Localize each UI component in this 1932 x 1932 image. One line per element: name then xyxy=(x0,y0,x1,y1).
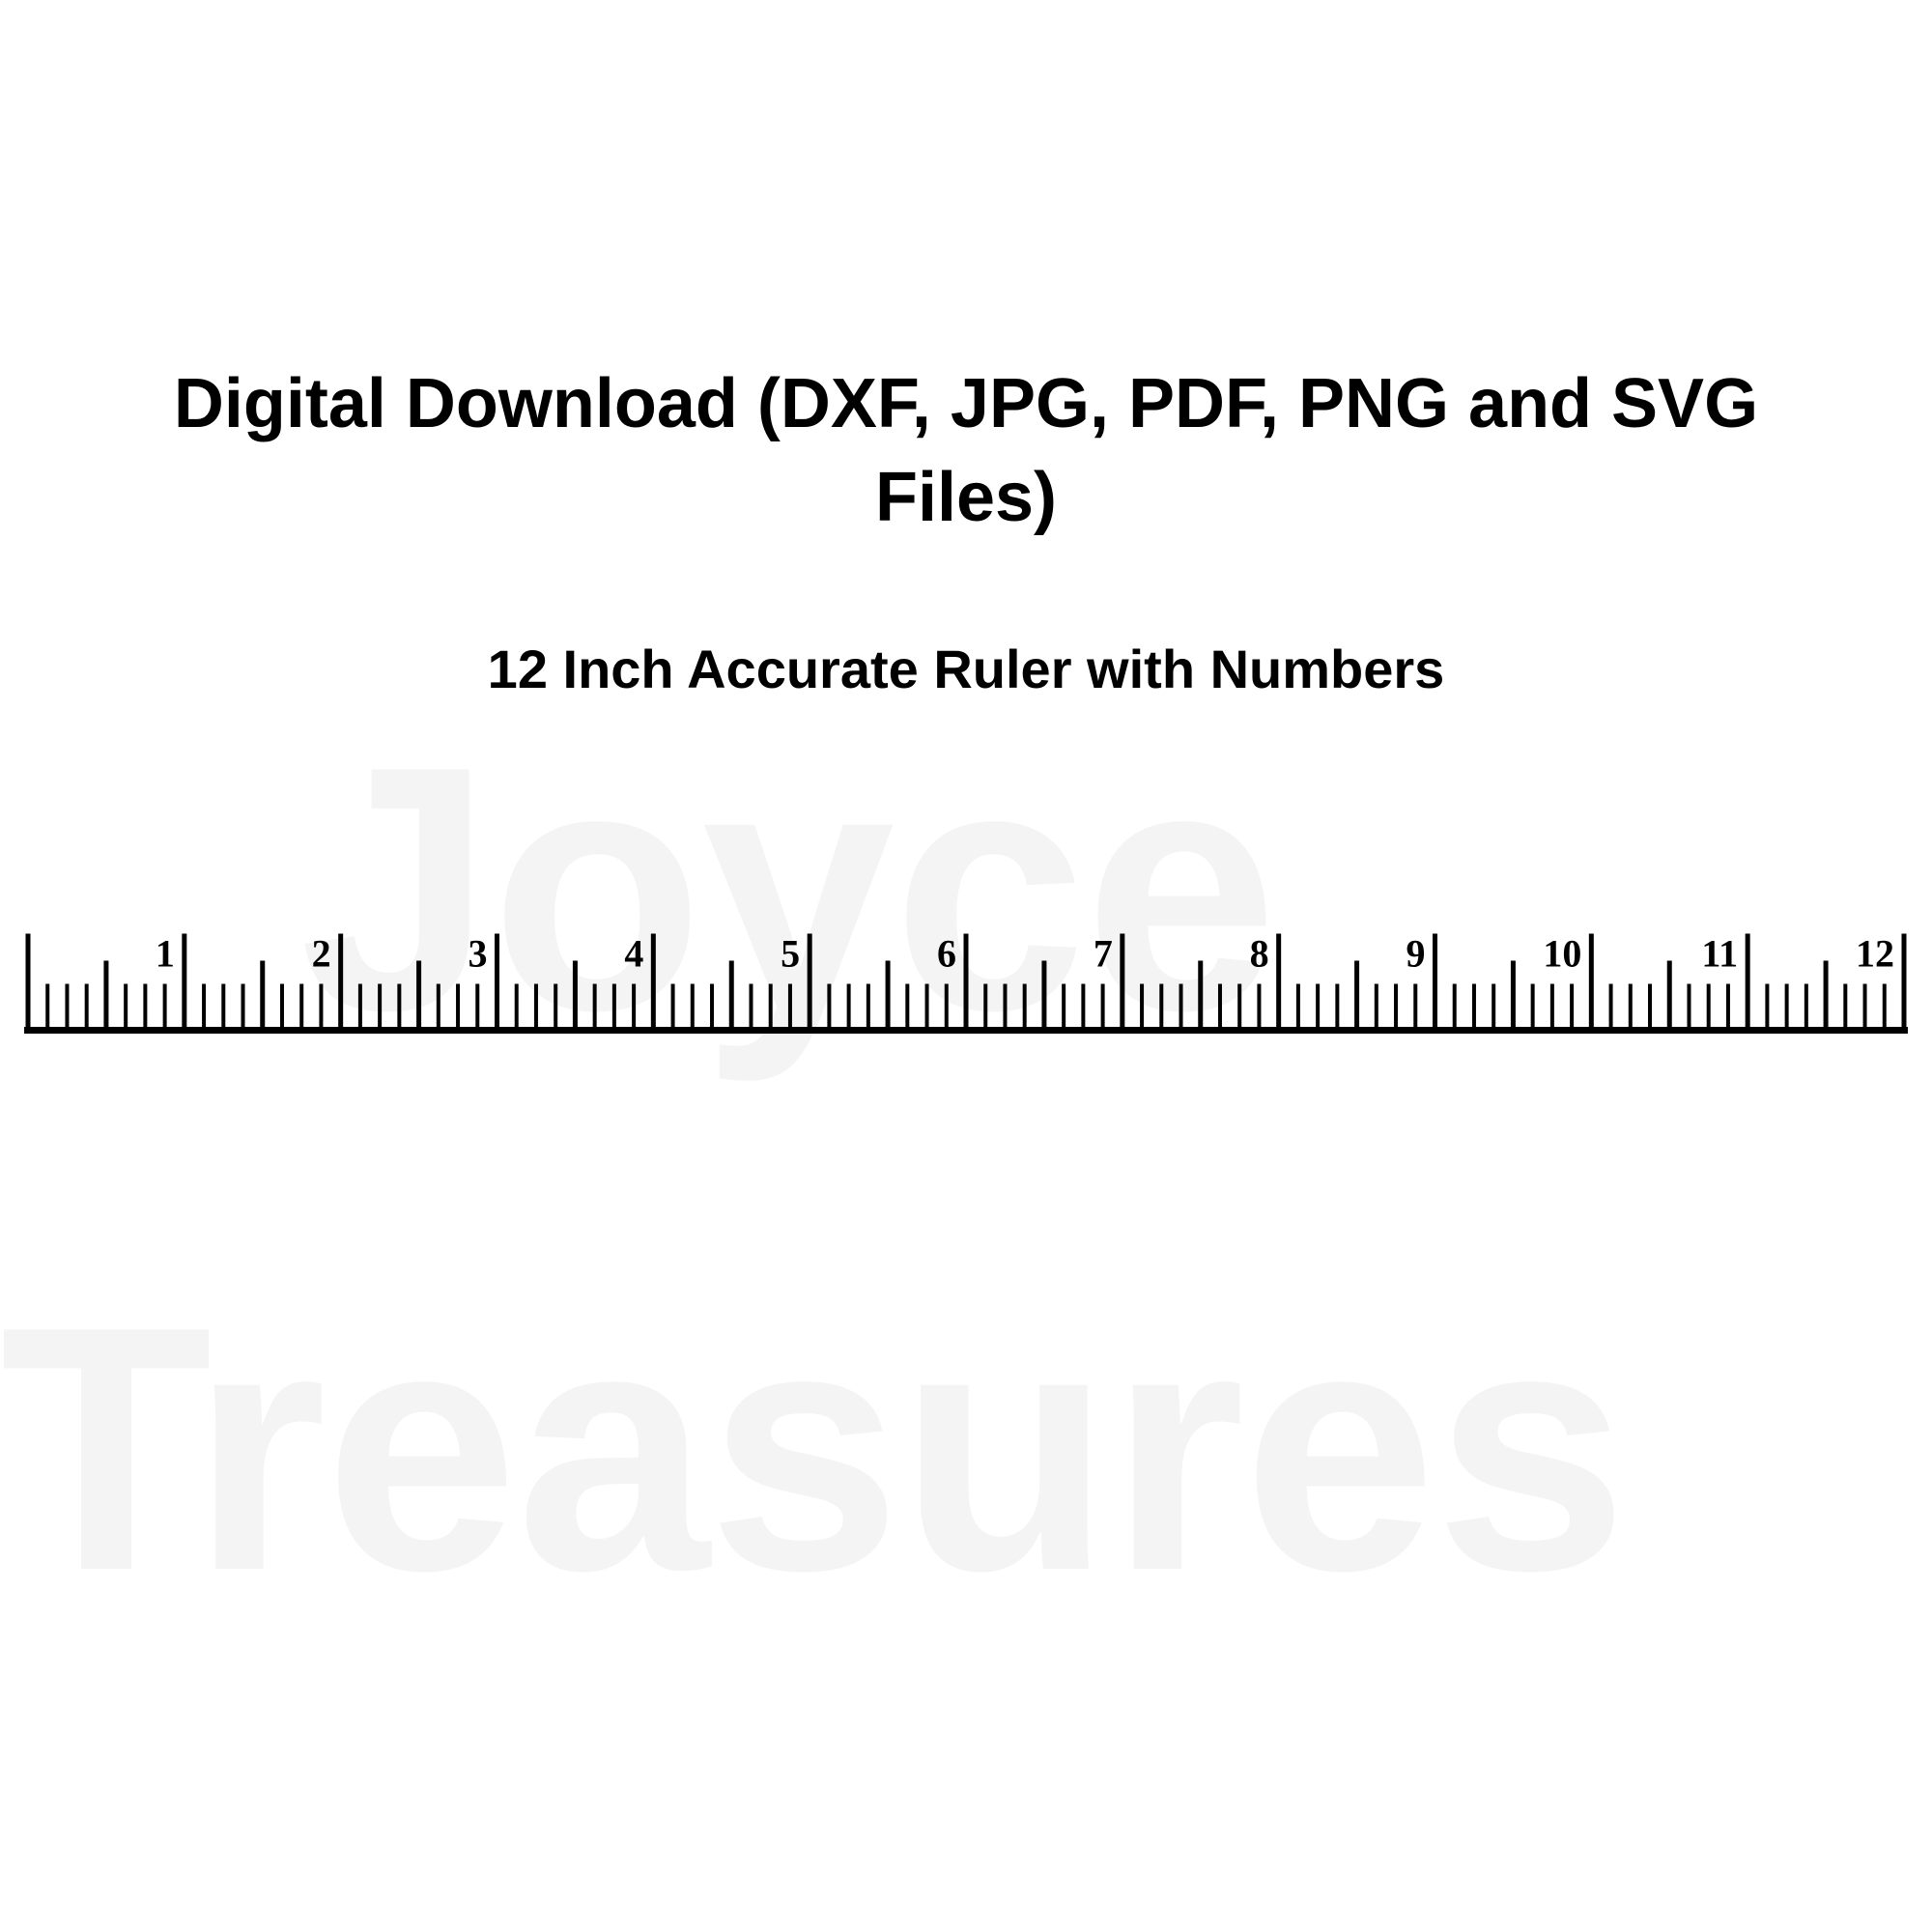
ruler-label: 9 xyxy=(1406,932,1426,976)
ruler-label: 3 xyxy=(469,932,488,976)
ruler-label: 7 xyxy=(1094,932,1113,976)
page-title: Digital Download (DXF, JPG, PDF, PNG and… xyxy=(169,357,1763,545)
ruler-container: 123456789101112 xyxy=(0,869,1932,1034)
ruler-label: 8 xyxy=(1250,932,1269,976)
ruler-label: 12 xyxy=(1856,932,1894,976)
ruler-label: 10 xyxy=(1543,932,1581,976)
watermark-line2: Treasures xyxy=(0,1275,1626,1623)
ruler-label: 2 xyxy=(312,932,331,976)
ruler-label: 4 xyxy=(624,932,643,976)
ruler-label: 1 xyxy=(156,932,175,976)
ruler-label: 5 xyxy=(781,932,800,976)
ruler-diagram: 123456789101112 xyxy=(24,869,1908,1034)
page-subtitle: 12 Inch Accurate Ruler with Numbers xyxy=(0,638,1932,700)
ruler-label: 11 xyxy=(1701,932,1738,976)
ruler-label: 6 xyxy=(937,932,956,976)
